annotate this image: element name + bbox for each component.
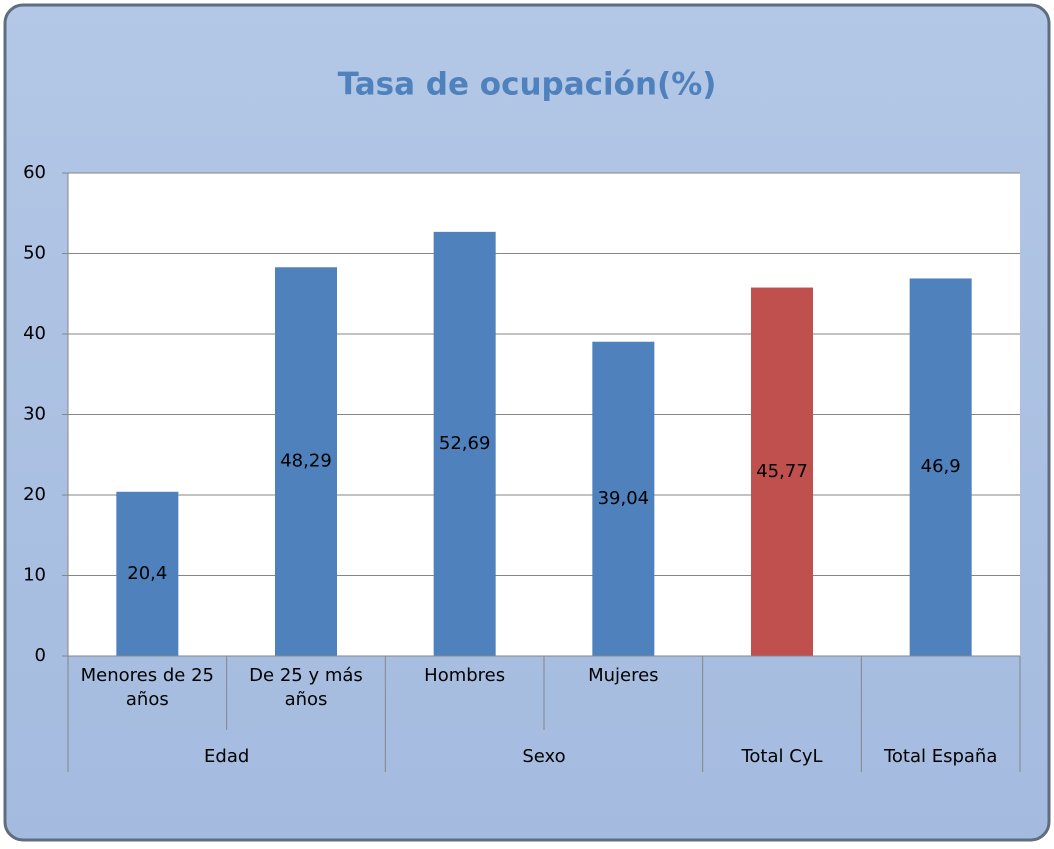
group-label: Total España [883, 746, 997, 767]
x-tick-label-box: Hombres [424, 665, 506, 686]
bar [116, 491, 179, 656]
y-tick-label: 30 [23, 404, 46, 425]
bar [433, 231, 496, 656]
y-tick-label: 60 [23, 162, 46, 183]
y-tick-label: 10 [23, 565, 46, 586]
data-label: 20,4 [127, 563, 167, 584]
y-tick-label: 50 [23, 243, 46, 264]
x-tick-label: De 25 y más años [249, 665, 363, 710]
bar [275, 267, 337, 656]
y-tick-label: 20 [23, 484, 46, 505]
y-tick-label: 40 [23, 323, 46, 344]
group-label: Edad [204, 746, 249, 767]
x-tick-label: Mujeres [588, 665, 659, 686]
data-label: 45,77 [756, 461, 808, 482]
data-label: 46,9 [921, 456, 961, 477]
data-label: 39,04 [598, 488, 650, 509]
group-label: Sexo [522, 746, 565, 767]
x-tick-label: Hombres [424, 665, 506, 686]
x-tick-label-box: Menores de 25 años [80, 665, 214, 710]
chart-title: Tasa de ocupación(%) [338, 67, 717, 103]
group-label: Total CyL [740, 746, 822, 767]
x-tick-label-box: Mujeres [588, 665, 659, 686]
bar [909, 278, 972, 656]
bar [592, 341, 655, 656]
y-tick-label: 0 [35, 645, 46, 666]
data-label: 48,29 [280, 451, 332, 472]
bar [751, 287, 813, 656]
x-tick-label-box: De 25 y más años [249, 665, 363, 710]
data-label: 52,69 [439, 433, 491, 454]
x-tick-label: Menores de 25 años [80, 665, 214, 710]
